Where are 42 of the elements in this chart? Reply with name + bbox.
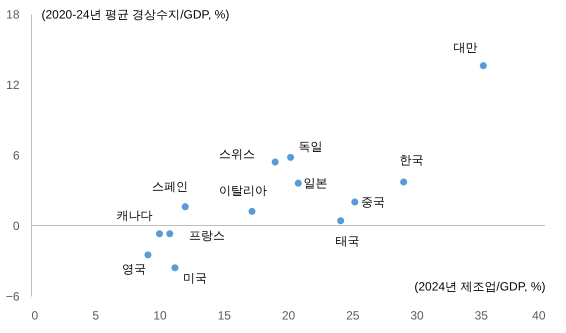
point: [144, 251, 152, 258]
x-tick-label: 10: [153, 308, 167, 322]
annotation: 영국: [122, 262, 146, 276]
y-tick-label: 0: [12, 219, 20, 233]
y-tick-label: 6: [12, 148, 20, 162]
x-axis-title: (2024년 제조업/GDP, %): [414, 280, 546, 294]
y-axis-title: (2020-24년 평균 경상수지/GDP, %): [42, 8, 230, 22]
x-tick-label: 25: [346, 308, 360, 322]
point: [166, 230, 174, 238]
annotation: 캐나다: [116, 208, 152, 223]
annotation: 대만: [453, 40, 478, 55]
annotation: 중국: [360, 195, 385, 209]
y-tick-label: 18: [6, 8, 20, 22]
point: [156, 230, 164, 238]
point: [400, 178, 408, 186]
annotation: 한국: [400, 153, 424, 168]
annotation: 미국: [182, 270, 207, 285]
x-tick-label: 35: [474, 308, 488, 322]
point: [171, 264, 178, 272]
annotation: 일본: [303, 176, 328, 190]
point: [480, 62, 487, 70]
point: [351, 198, 358, 206]
annotation: 스페인: [152, 180, 188, 194]
point: [272, 158, 279, 166]
x-tick-label: 40: [532, 308, 546, 322]
x-tick-label: 0: [32, 308, 38, 322]
point: [294, 180, 302, 187]
point: [287, 154, 294, 161]
annotation: 스위스: [219, 147, 256, 162]
x-tick-label: 20: [282, 308, 296, 322]
y-tick-label: 12: [6, 78, 20, 92]
point: [248, 208, 256, 215]
annotation: 프랑스: [188, 228, 225, 243]
x-tick-label: 15: [218, 308, 232, 322]
annotation: 태국: [336, 234, 360, 248]
y-tick-label: −6: [6, 290, 20, 304]
x-tick-label: 30: [410, 308, 424, 322]
annotation: 독일: [298, 139, 323, 154]
annotation: 이탈리아: [219, 183, 268, 198]
x-tick-label: 5: [92, 308, 100, 322]
point: [182, 203, 189, 210]
point: [337, 217, 344, 224]
